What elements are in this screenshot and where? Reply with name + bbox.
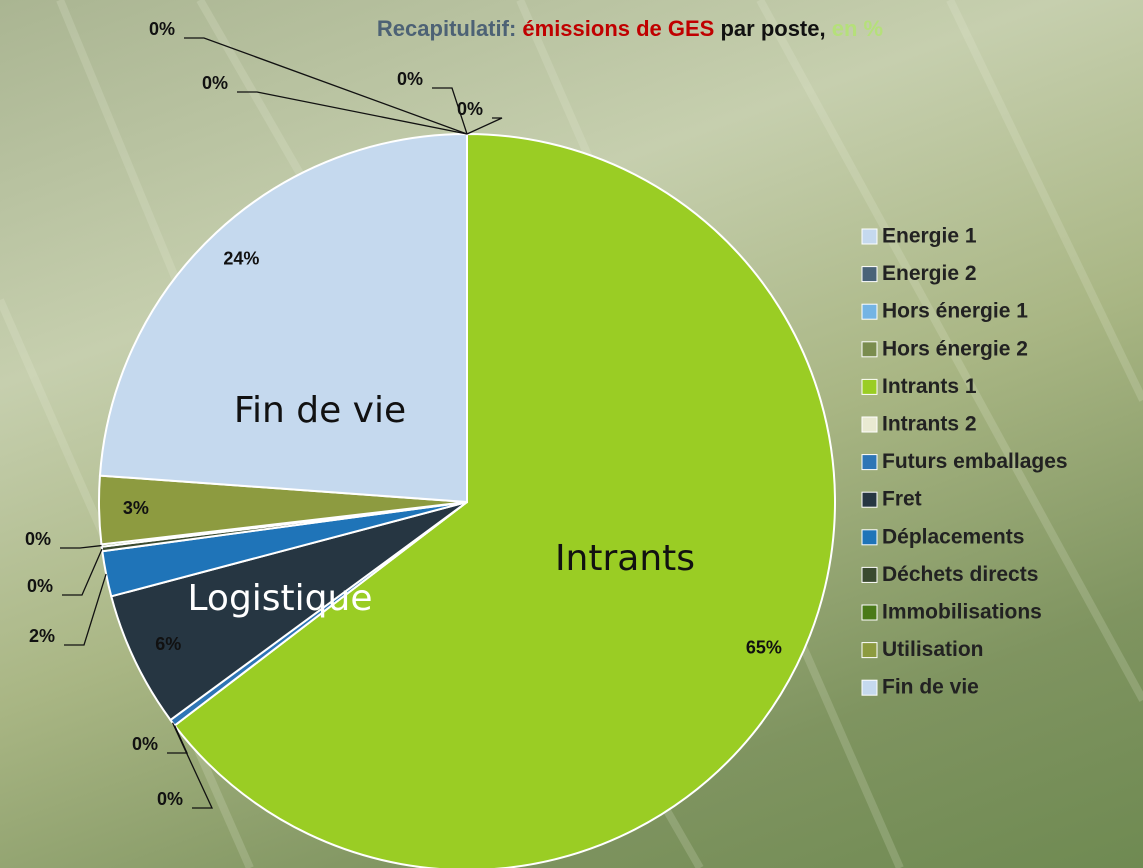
- data-label: 3%: [123, 498, 149, 518]
- legend-label: Futurs emballages: [882, 450, 1068, 473]
- legend: Energie 1 Energie 2 Hors énergie 1 Hors éne…: [862, 225, 1068, 699]
- leader-line: [467, 118, 502, 134]
- legend-label: Intrants 2: [882, 413, 977, 436]
- data-label: 6%: [155, 634, 181, 654]
- chart-title: Recapitulatif: émissions de GES par post…: [377, 16, 883, 41]
- legend-label: Fin de vie: [882, 676, 979, 699]
- data-label: 0%: [397, 69, 423, 89]
- title-part: en %: [826, 16, 883, 41]
- legend-swatch: [862, 530, 877, 545]
- legend-label: Hors énergie 2: [882, 337, 1028, 360]
- legend-swatch: [862, 605, 877, 620]
- title-part: émissions de GES: [522, 16, 714, 41]
- data-label: 0%: [27, 576, 53, 596]
- page: Recapitulatif: émissions de GES par post…: [0, 0, 1143, 868]
- data-label: 65%: [746, 638, 782, 658]
- data-label: 0%: [157, 789, 183, 809]
- data-label: 0%: [149, 19, 175, 39]
- legend-swatch: [862, 267, 877, 282]
- legend-swatch: [862, 417, 877, 432]
- legend-swatch: [862, 342, 877, 357]
- legend-label: Immobilisations: [882, 601, 1042, 624]
- slice-annotation: Fin de vie: [234, 390, 406, 431]
- leader-line: [60, 546, 102, 548]
- data-label: 0%: [132, 734, 158, 754]
- data-label: 2%: [29, 626, 55, 646]
- legend-label: Fret: [882, 488, 922, 511]
- leader-line: [64, 574, 106, 645]
- data-label: 0%: [202, 73, 228, 93]
- legend-label: Energie 1: [882, 225, 977, 248]
- title-part: Recapitulatif:: [377, 16, 522, 41]
- legend-label: Utilisation: [882, 638, 984, 661]
- slice-annotation: Intrants: [555, 538, 695, 579]
- slice-annotation: Logistique: [188, 578, 373, 619]
- legend-label: Intrants 1: [882, 375, 977, 398]
- legend-label: Energie 2: [882, 262, 977, 285]
- title-part: par poste,: [714, 16, 825, 41]
- legend-swatch: [862, 643, 877, 658]
- legend-swatch: [862, 304, 877, 319]
- chart: Recapitulatif: émissions de GES par post…: [0, 0, 1143, 868]
- pie-slice: [100, 134, 467, 502]
- data-label: 0%: [457, 99, 483, 119]
- legend-swatch: [862, 567, 877, 582]
- legend-label: Déplacements: [882, 525, 1024, 548]
- leader-line: [62, 549, 102, 595]
- legend-swatch: [862, 229, 877, 244]
- legend-swatch: [862, 379, 877, 394]
- legend-label: Hors énergie 1: [882, 300, 1028, 323]
- data-label: 24%: [223, 248, 259, 268]
- legend-swatch: [862, 680, 877, 695]
- data-label: 0%: [25, 529, 51, 549]
- legend-swatch: [862, 492, 877, 507]
- legend-label: Déchets directs: [882, 563, 1038, 586]
- legend-swatch: [862, 455, 877, 470]
